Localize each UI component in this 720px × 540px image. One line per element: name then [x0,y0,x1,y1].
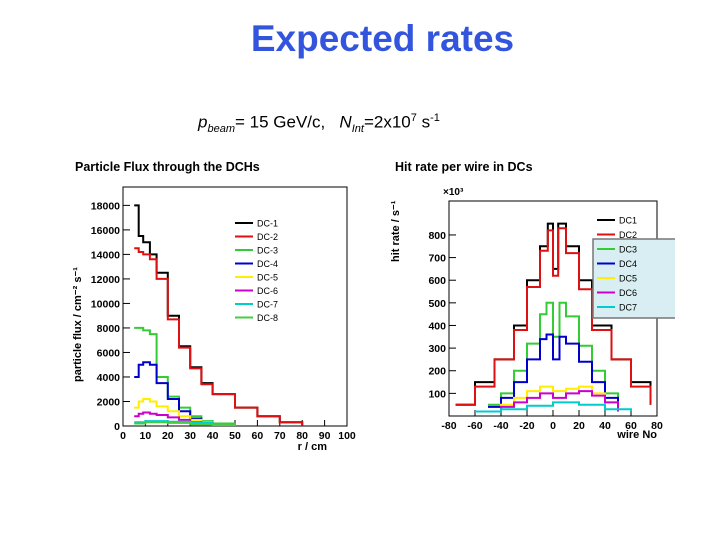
x-tick-label: -80 [441,420,456,432]
x-tick-label: 60 [252,430,264,442]
x-tick-label: -20 [519,420,534,432]
flux-chart-title: Particle Flux through the DCHs [75,160,260,174]
x-tick-label: 60 [625,420,637,432]
legend-label-dc6: DC-6 [257,286,278,296]
y-tick-label: 600 [428,275,446,287]
y-tick-label: 4000 [97,372,121,384]
hit-y-label: hit rate / s⁻¹ [390,200,402,262]
x-tick-label: 10 [140,430,152,442]
x-tick-label: 50 [229,430,241,442]
y-tick-label: 8000 [97,323,121,335]
legend-label-dc5: DC-5 [257,273,278,283]
legend-label-dc8: DC-8 [257,313,278,323]
y-tick-label: 12000 [91,274,120,286]
series-dc2-line [455,227,652,406]
y-tick-label: 6000 [97,347,121,359]
y-tick-label: 500 [428,298,446,310]
p-value: = 15 GeV/c, [235,112,326,132]
n-unit: s [416,112,431,132]
hit-y-exponent: ×10³ [443,187,464,198]
flux-x-label: r / cm [298,441,328,450]
flux-axes: 0 10 20 30 40 50 60 70 80 90 100 0 2000 4000 6000 8000 1… [91,200,356,442]
n-unit-exponent: -1 [430,112,440,124]
x-tick-label: 70 [274,430,286,442]
legend-label-dc5: DC5 [619,274,637,284]
y-tick-label: 200 [428,366,446,378]
x-tick-label: 80 [651,420,663,432]
series-dc7-line [475,401,632,413]
y-tick-label: 16000 [91,225,120,237]
legend-label-dc2: DC2 [619,230,637,240]
y-tick-label: 2000 [97,396,121,408]
x-tick-label: 20 [573,420,585,432]
n-value: =2x10 [363,112,411,132]
hit-chart-title: Hit rate per wire in DCs [395,160,533,174]
n-exponent: 7 [410,112,417,124]
series-dc4-line [488,333,619,408]
legend-label-dc6: DC6 [619,288,637,298]
x-tick-label: 90 [319,430,331,442]
y-tick-label: 300 [428,343,446,355]
x-tick-label: -40 [493,420,508,432]
y-tick-label: 400 [428,320,446,332]
legend-label-dc7: DC-7 [257,300,278,310]
legend-label-dc4: DC-4 [257,259,278,269]
flux-series [134,204,304,426]
legend-label-dc7: DC7 [619,303,637,313]
series-dc6-line [488,390,619,413]
series-dc3-line [134,326,236,426]
x-tick-label: 80 [296,430,308,442]
n-symbol: N [339,112,352,132]
x-tick-label: 40 [207,430,219,442]
flux-legend: DC-1 DC-2 DC-3 DC-4 DC-5 DC-6 DC-7 DC-8 [235,219,278,323]
p-subscript: beam [207,123,235,136]
n-subscript: Int [351,123,364,136]
p-symbol: p [198,112,208,132]
y-tick-label: 10000 [91,298,120,310]
legend-label-dc1: DC1 [619,216,637,226]
legend-label-dc2: DC-2 [257,232,278,242]
series-dc2-line [134,247,304,426]
x-tick-label: 20 [162,430,174,442]
y-tick-label: 800 [428,230,446,242]
legend-label-dc4: DC4 [619,259,637,269]
legend-label-dc3: DC-3 [257,246,278,256]
y-tick-label: 14000 [91,249,120,261]
flux-plot-frame [122,186,348,427]
flux-y-label: particle flux / cm⁻² s⁻¹ [72,267,84,382]
hit-series [455,222,652,413]
beam-parameters: pbeam= 15 GeV/c, NInt=2x107 s-1 [198,112,440,135]
y-tick-label: 18000 [91,200,120,212]
y-tick-label: 100 [428,388,446,400]
y-tick-label: 700 [428,253,446,265]
hit-rate-chart: Hit rate per wire in DCs ×10³ -80 -60 -40-… [390,160,675,441]
hit-legend: DC1 DC2 DC3 DC4 DC5 DC6 DC7 [597,216,637,313]
slide-title: Expected rates [250,18,515,59]
particle-flux-chart: Particle Flux through the DCHs 0 10 20 30 40… [72,160,356,450]
hit-axes: -80 -60 -40 -20 0 20 40 60 80 100 200 300 400 500 600 7… [428,230,663,432]
x-tick-label: 40 [599,420,611,432]
series-dc8-line [134,421,236,426]
x-tick-label: 0 [120,430,126,442]
hit-x-label: wire No [616,429,657,441]
x-tick-label: 30 [184,430,196,442]
x-tick-label: -60 [467,420,482,432]
x-tick-label: 100 [338,430,356,442]
legend-label-dc1: DC-1 [257,219,278,229]
legend-label-dc3: DC3 [619,245,637,255]
y-tick-label: 0 [114,421,120,433]
x-tick-label: 0 [550,420,556,432]
